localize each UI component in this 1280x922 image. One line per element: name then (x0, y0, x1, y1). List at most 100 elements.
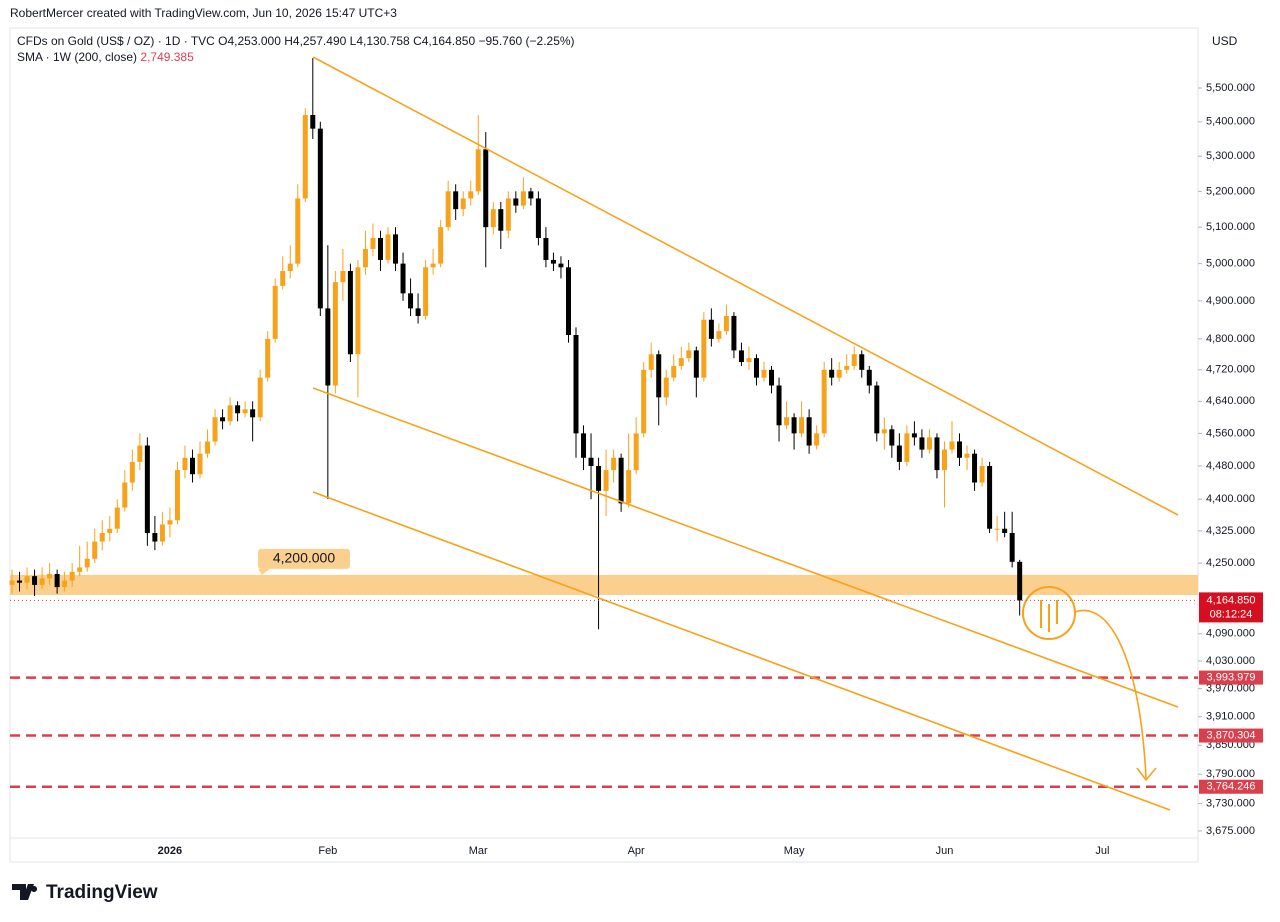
candle-body (393, 234, 399, 264)
candle-body (731, 315, 737, 351)
candle-body (746, 358, 752, 363)
candle-body (972, 453, 978, 483)
candle-body (235, 405, 241, 414)
candle-body (663, 377, 669, 398)
candle-body (565, 267, 571, 336)
candle-body (844, 365, 850, 370)
x-tick-label: 2026 (158, 845, 182, 857)
candle-body (949, 441, 955, 450)
indicator: SMA · 1W (200, close) (17, 50, 137, 64)
currency: USD (1212, 34, 1238, 48)
candle-body (415, 308, 421, 316)
candle-body (317, 128, 323, 309)
candle-body (167, 520, 173, 525)
x-tick-label: Feb (318, 845, 337, 857)
candle-body (197, 453, 203, 475)
upper-trendline (312, 56, 1179, 516)
candle-body (17, 580, 23, 583)
candle-body (400, 263, 406, 294)
ohlc-value: 4,253.000 (228, 34, 282, 48)
level-tag-label: 3,993.979 (1207, 671, 1256, 683)
candle-body (325, 308, 331, 386)
level-tag (1199, 728, 1263, 743)
candle-body (220, 417, 226, 422)
indicator-line: SMA · 1W (200, close) 2,749.385 (17, 50, 194, 64)
candle-body (881, 429, 887, 434)
candle-body (671, 365, 677, 378)
candle-body (829, 369, 835, 378)
symbol: CFDs on Gold (US$ / OZ) · 1D · TVC (17, 34, 215, 48)
candle-body (227, 405, 233, 422)
candle-body (159, 524, 165, 542)
candle-body (62, 580, 68, 588)
y-tick-label: 4,400.000 (1206, 493, 1255, 505)
candle-body (189, 457, 195, 475)
candle-body (483, 149, 489, 228)
candle-body (596, 465, 602, 491)
candle-body (39, 578, 45, 585)
ohlc-value: 4,130.758 (356, 34, 410, 48)
y-tick-label: 4,640.000 (1206, 395, 1255, 407)
candle-body (994, 528, 1000, 530)
candle-body (678, 358, 684, 366)
candle-body (205, 441, 211, 454)
y-tick-label: 4,030.000 (1206, 655, 1255, 667)
countdown: 08:12:24 (1210, 608, 1253, 620)
candle-body (761, 369, 767, 378)
legend-line: CFDs on Gold (US$ / OZ) · 1D · TVC O4,25… (17, 34, 575, 48)
candle-body (581, 433, 587, 458)
candle-body (987, 465, 993, 529)
y-tick-label: 4,720.000 (1206, 364, 1255, 376)
candle-body (122, 482, 128, 508)
y-tick-label: 3,970.000 (1206, 683, 1255, 695)
candle-body (182, 457, 188, 471)
zone-label-box (258, 548, 350, 569)
candle-body (9, 580, 15, 585)
y-tick-label: 3,910.000 (1206, 711, 1255, 723)
candle-body (505, 198, 511, 231)
level-tag-label: 3,764.246 (1207, 781, 1256, 793)
candle-body (648, 354, 654, 370)
trend-channel (312, 56, 1179, 811)
candle-body (738, 350, 744, 363)
candle-body (693, 350, 699, 378)
candle-body (851, 354, 857, 366)
candle-body (129, 461, 135, 483)
candle-body (814, 433, 820, 446)
candle-body (385, 234, 391, 260)
candle-body (979, 465, 985, 483)
y-tick-label: 5,200.000 (1206, 185, 1255, 197)
zone-label-pointer (258, 568, 270, 575)
candle-body (272, 285, 278, 339)
last-price-tag (1199, 592, 1263, 623)
level-tag-label: 3,870.304 (1207, 729, 1256, 741)
candle-body (919, 437, 925, 450)
candle-body (362, 248, 368, 268)
candle-body (438, 227, 444, 264)
candle-body (558, 263, 564, 268)
candle-body (355, 267, 361, 355)
candle-body (377, 238, 383, 260)
lower-trendline (312, 491, 1171, 811)
candle-body (550, 259, 556, 264)
candle-body (889, 429, 895, 446)
candle-body (332, 282, 338, 386)
candle-body (84, 558, 90, 568)
change: −95.760 (−2.25%) (478, 34, 574, 48)
candle-body (588, 457, 594, 466)
candle-body (618, 457, 624, 504)
candle-body (144, 445, 150, 533)
x-tick-label: Apr (628, 845, 645, 857)
candle-body (641, 369, 647, 434)
candle-body (265, 338, 271, 378)
x-tick-label: Mar (469, 845, 488, 857)
x-tick-label: Jul (1095, 845, 1109, 857)
candle-body (957, 441, 963, 458)
ohlc-key: C (413, 34, 422, 48)
attribution: RobertMercer created with TradingView.co… (10, 6, 397, 20)
candle-body (686, 350, 692, 359)
candle-body (498, 209, 504, 231)
candle-body (460, 198, 466, 210)
candle-body (295, 198, 301, 264)
candle-body (626, 470, 632, 504)
